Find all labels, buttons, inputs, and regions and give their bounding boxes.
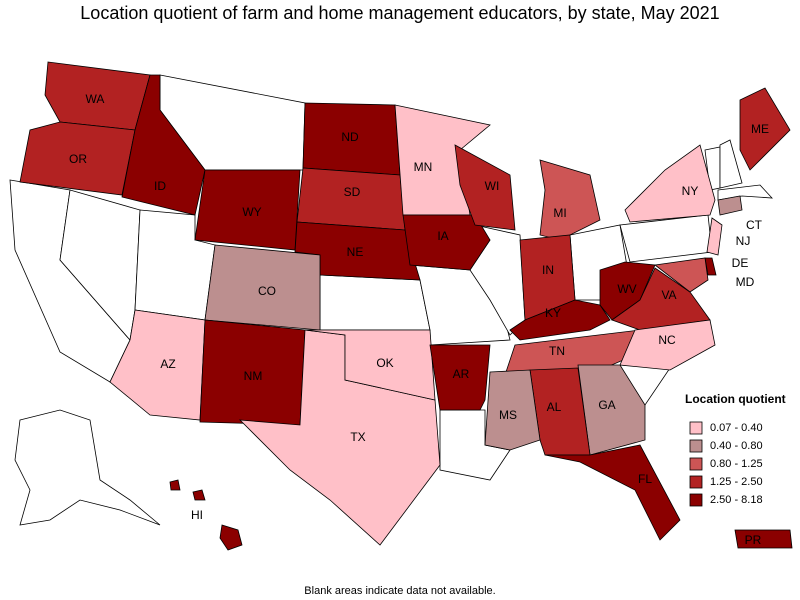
state-region (219, 524, 243, 551)
state-label: NM (244, 369, 263, 383)
legend-label: 0.80 - 1.25 (710, 458, 763, 470)
state-label: CO (258, 284, 276, 298)
state-region (319, 274, 431, 331)
legend-title: Location quotient (685, 392, 786, 406)
state-label: ID (154, 179, 166, 193)
state-region (717, 195, 743, 216)
state-label: DE (732, 256, 749, 270)
island (169, 479, 181, 491)
state-label: WY (242, 205, 261, 219)
state-region (402, 214, 491, 271)
legend-swatch (689, 421, 703, 435)
state-region (14, 409, 161, 526)
state-label: WI (485, 179, 500, 193)
state-region (509, 299, 611, 341)
state-label: AR (453, 367, 470, 381)
legend-label: 1.25 - 2.50 (710, 476, 763, 488)
state-label: ME (751, 122, 769, 136)
state-region (19, 121, 136, 196)
state-region (734, 529, 793, 549)
state-label: WA (86, 92, 105, 106)
state-region (619, 319, 716, 371)
state-label: PR (745, 533, 762, 547)
state-label: IA (437, 229, 448, 243)
state-label: IN (542, 263, 554, 277)
state-region (704, 257, 717, 276)
state-label: ND (341, 130, 359, 144)
state-label: SD (344, 185, 361, 199)
state-label: WV (617, 282, 636, 296)
state-label: OR (69, 152, 87, 166)
state-label: OK (376, 356, 393, 370)
state-region (429, 344, 491, 411)
legend-swatch (689, 439, 703, 453)
state-label: NE (347, 245, 364, 259)
island (192, 489, 206, 501)
state-label: CT (746, 218, 763, 232)
state-label: MN (414, 160, 433, 174)
state-label: MS (499, 408, 517, 422)
state-label: NC (658, 333, 676, 347)
states: WA OR ID WY ND SD NE CO AZ NM TX OK MN IA WI MI IN KY WV VA… (19, 61, 793, 551)
state-label: FL (638, 472, 652, 486)
state-label: AZ (160, 357, 175, 371)
state-label: KY (545, 306, 561, 320)
state-region (654, 257, 709, 293)
legend-label: 0.40 - 0.80 (710, 440, 763, 452)
state-label: VA (661, 288, 676, 302)
legend: Location quotient 0.07 - 0.40 0.40 - 0.80… (685, 392, 786, 507)
footnote: Blank areas indicate data not available. (304, 585, 495, 597)
state-region (624, 144, 716, 223)
state-region (504, 329, 641, 376)
state-region (304, 329, 436, 401)
legend-swatch (689, 457, 703, 471)
state-label: MD (736, 275, 755, 289)
state-label: MI (553, 206, 566, 220)
legend-swatch (689, 493, 703, 507)
state-label: NY (682, 184, 699, 198)
state-label: AL (547, 400, 562, 414)
state-region (484, 369, 541, 451)
state-label: NJ (736, 234, 751, 248)
state-region (719, 139, 743, 189)
state-region (121, 74, 206, 216)
state-region (454, 144, 516, 231)
legend-swatch (689, 475, 703, 489)
state-region (706, 217, 723, 256)
legend-label: 0.07 - 0.40 (710, 422, 763, 434)
state-label: HI (191, 508, 203, 522)
map-title: Location quotient of farm and home manag… (80, 3, 719, 23)
state-region (544, 444, 681, 541)
state-region (739, 87, 791, 171)
legend-label: 2.50 - 8.18 (710, 494, 763, 506)
state-label: TX (350, 430, 365, 444)
state-region (717, 184, 773, 201)
state-region (539, 159, 601, 241)
state-label: GA (598, 398, 615, 412)
state-label: TN (549, 344, 565, 358)
